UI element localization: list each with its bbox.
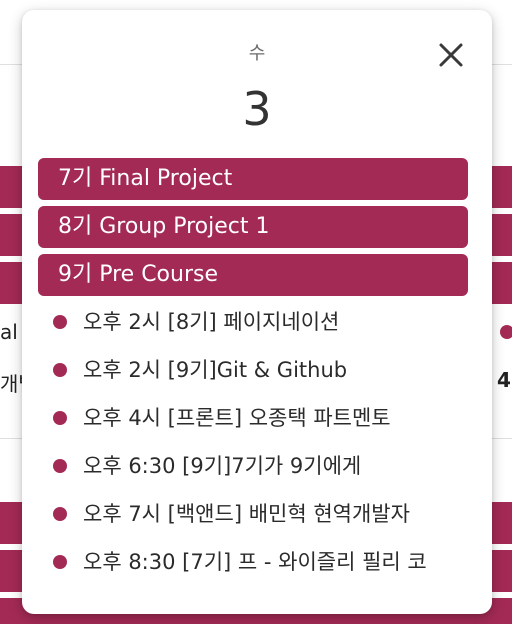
event-label: 오후 6:30 [9기]7기가 9기에게 [83,454,362,478]
background-event-text: 4 [497,368,511,392]
event-chip-group-project[interactable]: 8기 Group Project 1 [38,206,468,248]
day-events-popup: 수 3 7기 Final Project 8기 Group Project 1 … [22,10,492,614]
event-dot-icon [53,507,67,521]
event-item[interactable]: 오후 6:30 [9기]7기가 9기에게 [38,444,478,488]
event-dot-icon [53,411,67,425]
event-item[interactable]: 오후 7시 [백앤드] 배민혁 현역개발자 [38,492,478,536]
event-label: 오후 8:30 [7기] 프 - 와이즐리 필리 코 [83,550,427,574]
background-event-dot [500,325,512,339]
event-item[interactable]: 오후 8:30 [7기] 프 - 와이즐리 필리 코 [38,540,478,584]
event-label: 오후 4시 [프론트] 오종택 파트멘토 [83,406,391,430]
event-item[interactable]: 오후 2시 [8기] 페이지네이션 [38,300,478,344]
event-dot-icon [53,459,67,473]
close-button[interactable] [434,38,468,72]
weekday-label: 수 [248,43,266,64]
close-icon [439,43,463,67]
event-item[interactable]: 오후 2시 [9기]Git & Github [38,348,478,392]
event-dot-icon [53,315,67,329]
background-event-text: al [0,320,18,344]
event-dot-icon [53,555,67,569]
event-dot-icon [53,363,67,377]
event-item[interactable]: 오후 4시 [프론트] 오종택 파트멘토 [38,396,478,440]
event-label: 오후 2시 [8기] 페이지네이션 [83,310,340,334]
event-label: 오후 7시 [백앤드] 배민혁 현역개발자 [83,502,410,526]
day-number[interactable]: 3 [242,82,272,136]
event-chip-final-project[interactable]: 7기 Final Project [38,158,468,200]
event-label: 오후 2시 [9기]Git & Github [83,358,348,382]
event-chip-pre-course[interactable]: 9기 Pre Course [38,254,468,296]
